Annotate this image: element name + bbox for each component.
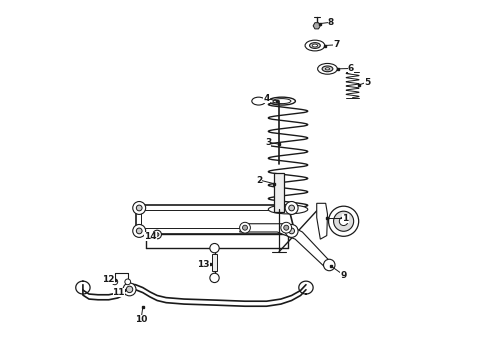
Ellipse shape [269,97,295,105]
Text: 8: 8 [328,18,334,27]
Text: 3: 3 [265,138,271,147]
Ellipse shape [252,97,266,105]
Text: 9: 9 [341,270,347,279]
Bar [212,253,217,271]
Text: 12: 12 [102,275,115,284]
Ellipse shape [325,68,330,70]
Circle shape [123,283,136,296]
Text: 11: 11 [113,288,125,297]
Polygon shape [317,203,327,239]
Circle shape [136,205,142,211]
Polygon shape [313,23,320,29]
Text: 6: 6 [348,64,354,73]
Circle shape [136,228,142,234]
Circle shape [210,273,219,283]
Circle shape [289,205,294,211]
Circle shape [125,279,131,285]
Circle shape [285,202,298,215]
Circle shape [133,225,146,237]
Circle shape [329,206,359,236]
Circle shape [323,259,335,271]
Text: 4: 4 [263,94,270,103]
Ellipse shape [318,63,337,74]
Text: 7: 7 [333,40,340,49]
Ellipse shape [322,66,333,72]
Circle shape [210,243,219,253]
Circle shape [153,230,161,239]
Ellipse shape [310,42,320,48]
Circle shape [289,228,294,234]
Circle shape [285,225,298,237]
Text: 5: 5 [364,78,370,87]
Ellipse shape [269,205,308,214]
Circle shape [281,222,292,233]
Circle shape [240,222,250,233]
Text: 10: 10 [135,315,147,324]
Text: 13: 13 [197,260,210,269]
Ellipse shape [312,44,318,47]
Text: 2: 2 [256,176,263,185]
Ellipse shape [273,99,291,104]
Circle shape [284,225,289,230]
Polygon shape [240,224,331,268]
Text: 1: 1 [343,214,348,223]
Bar [274,173,284,212]
Circle shape [155,233,159,236]
Circle shape [339,217,348,226]
Ellipse shape [305,40,325,51]
Circle shape [243,225,247,230]
Circle shape [112,279,118,285]
Circle shape [334,211,354,231]
Text: 14: 14 [145,232,157,241]
Circle shape [133,202,146,215]
Circle shape [126,286,133,293]
